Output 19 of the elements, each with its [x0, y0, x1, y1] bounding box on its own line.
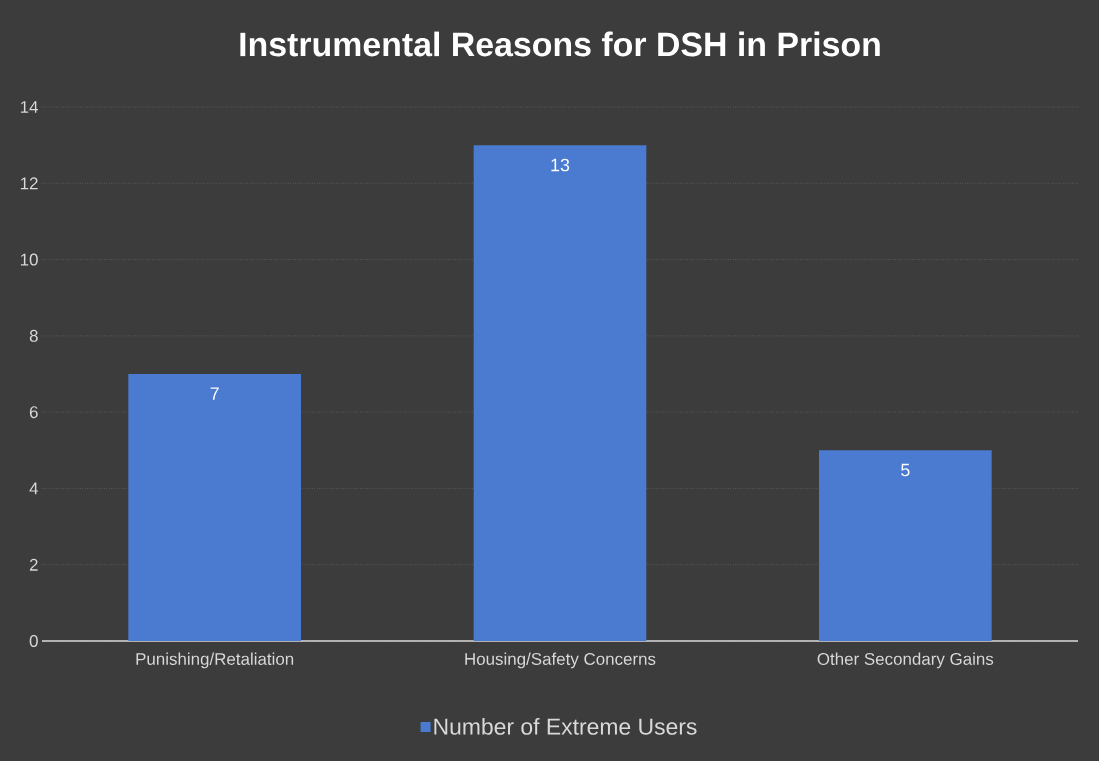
data-label: 13 — [551, 158, 570, 172]
data-label: 5 — [901, 463, 910, 477]
data-label: 7 — [210, 387, 219, 400]
y-tick-label: 6 — [29, 406, 38, 419]
y-tick-label: 2 — [29, 558, 38, 571]
y-tick-label: 14 — [20, 101, 38, 113]
y-tick-label: 10 — [20, 253, 38, 266]
bar — [473, 145, 647, 641]
y-tick-label: 0 — [29, 635, 38, 647]
x-tick-label: Other Secondary Gains — [817, 652, 994, 669]
y-tick-label: 12 — [20, 177, 38, 190]
x-tick-label: Housing/Safety Concerns — [465, 652, 656, 669]
y-tick-label: 4 — [29, 482, 38, 495]
y-tick-label: 8 — [29, 329, 38, 342]
legend-label: Number of Extreme Users — [434, 717, 697, 735]
chart-title: Instrumental Reasons for DSH in Prison — [240, 31, 880, 57]
bar — [128, 374, 301, 641]
x-tick-label: Punishing/Retaliation — [136, 652, 294, 669]
bar — [818, 450, 992, 641]
